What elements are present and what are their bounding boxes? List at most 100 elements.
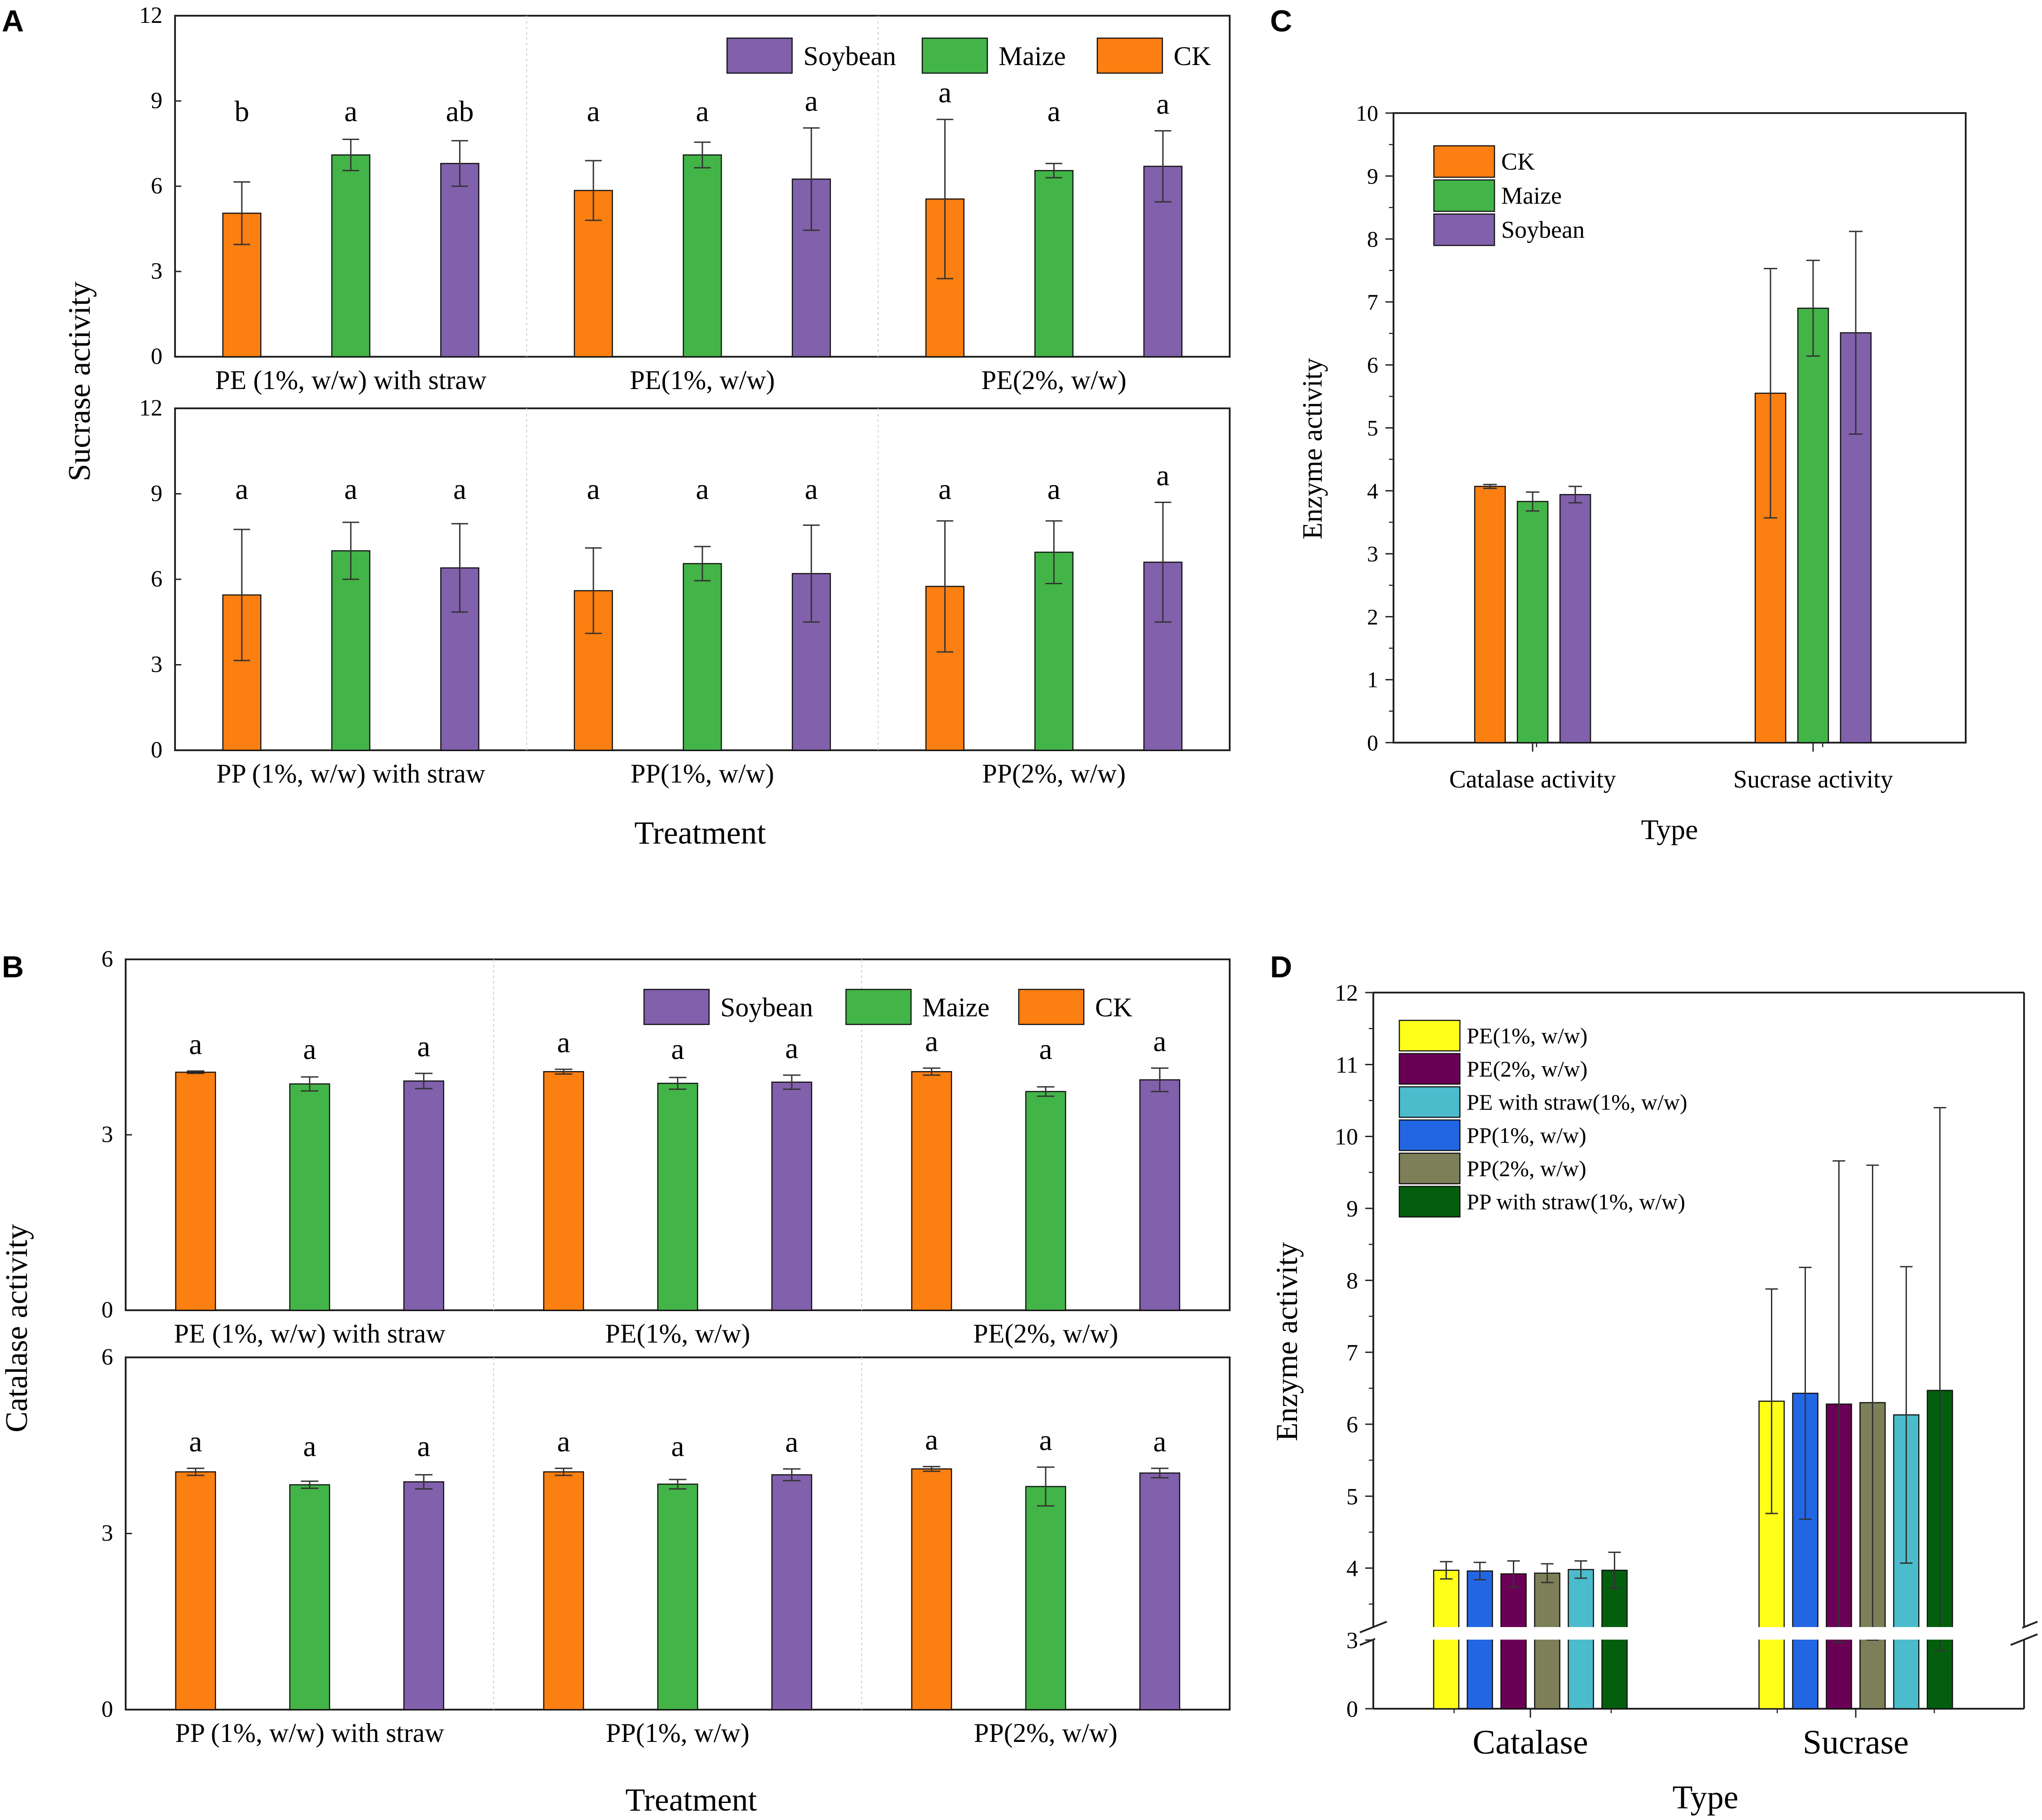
b-sub2-group-label: PP(1%, w/w): [606, 1718, 749, 1748]
c-y-tick-label: 7: [1367, 289, 1378, 315]
a-sub2-bar-maize: [1034, 551, 1074, 751]
a-sub1-bar-maize: [331, 154, 371, 358]
b-legend-swatch-maize: [845, 989, 912, 1025]
d-bar-pp-1-w-w: [1467, 1570, 1493, 1710]
b-sub2-group-label: PP (1%, w/w) with straw: [175, 1718, 444, 1748]
d-y-tick-label: 11: [1336, 1052, 1358, 1078]
d-y-tick-label: 5: [1346, 1484, 1358, 1509]
a-sub1-y-tick-label: 6: [151, 173, 162, 199]
a-legend-label-maize: Maize: [999, 41, 1066, 71]
d-y-tick-label: 8: [1346, 1268, 1358, 1294]
c-y-tick-label: 6: [1367, 352, 1378, 377]
b-sub1-significance-letter: a: [925, 1025, 938, 1058]
c-x-axis-title: Type: [1641, 814, 1698, 845]
c-y-tick-label: 4: [1367, 478, 1378, 503]
a-sub2-group-label: PP(1%, w/w): [631, 759, 774, 788]
a-sub2-y-tick-label: 9: [151, 481, 162, 507]
d-y-axis-title: Enzyme activity: [1270, 1242, 1304, 1441]
c-legend-label-ck: CK: [1501, 148, 1535, 175]
a-sub1-group-label: PE(1%, w/w): [630, 365, 775, 395]
b-sub2-significance-letter: a: [557, 1425, 570, 1458]
a-sub2-group-label: PP(2%, w/w): [982, 759, 1126, 788]
a-sub2-significance-letter: a: [453, 473, 466, 506]
a-sub1-significance-letter: a: [344, 95, 357, 128]
b-sub2-bar-soybean: [1139, 1472, 1180, 1711]
d-legend-label-pp-1-w-w: PP(1%, w/w): [1467, 1123, 1586, 1148]
b-sub2-significance-letter: a: [1153, 1425, 1166, 1458]
c-legend-swatch-ck: [1433, 145, 1495, 178]
a-sub1-group-label: PE(2%, w/w): [982, 365, 1126, 395]
c-bar-maize: [1797, 307, 1829, 744]
b-sub1-bar-ck: [911, 1071, 952, 1311]
d-bar-pe-2-w-w: [1500, 1573, 1527, 1710]
b-sub2-significance-letter: a: [303, 1430, 316, 1463]
a-sub2-group-label: PP (1%, w/w) with straw: [216, 759, 486, 788]
b-sub1-bar-ck: [175, 1072, 216, 1311]
a-sub2-significance-letter: a: [1047, 473, 1060, 506]
b-sub1-bar-soybean: [771, 1081, 812, 1311]
a-sub1-bar-maize: [683, 154, 722, 358]
a-sub1-significance-letter: a: [938, 76, 951, 109]
b-legend-label-soybean: Soybean: [720, 993, 813, 1022]
b-sub1-y-tick-label: 6: [101, 946, 113, 972]
b-sub2-bar-soybean: [403, 1481, 444, 1711]
a-legend-swatch-soybean: [726, 37, 793, 74]
a-sub2-significance-letter: a: [235, 473, 248, 506]
b-sub1-group-label: PE (1%, w/w) with straw: [174, 1319, 446, 1348]
b-sub1-bar-ck: [543, 1071, 584, 1311]
d-y-tick-label: 3: [1346, 1628, 1358, 1654]
c-legend-label-soybean: Soybean: [1501, 216, 1585, 243]
c-y-tick-label: 5: [1367, 416, 1378, 441]
c-y-tick-label: 3: [1367, 541, 1378, 566]
b-sub2-bar-maize: [1025, 1486, 1066, 1711]
a-sub1-y-tick-label: 3: [151, 258, 162, 284]
c-y-tick-label: 1: [1367, 667, 1378, 692]
b-sub1-significance-letter: a: [671, 1033, 684, 1066]
b-sub1-bar-soybean: [403, 1080, 444, 1311]
c-y-tick-label: 10: [1356, 101, 1378, 126]
panel-label-c: C: [1270, 4, 1292, 38]
a-sub2-significance-letter: a: [587, 473, 600, 506]
b-sub2-significance-letter: a: [925, 1423, 938, 1456]
d-bar-pp-2-w-w: [1534, 1572, 1560, 1710]
b-sub2-y-tick-label: 6: [101, 1344, 113, 1370]
b-sub1-group-label: PE(1%, w/w): [605, 1319, 750, 1348]
b-sub1-bar-soybean: [1139, 1079, 1180, 1311]
b-sub2-y-tick-label: 3: [101, 1521, 113, 1546]
b-sub2-significance-letter: a: [785, 1426, 798, 1459]
b-y-axis-title: Catalase activity: [0, 1224, 34, 1433]
b-sub2-y-tick-label: 0: [101, 1697, 113, 1722]
b-sub1-y-tick-label: 3: [101, 1122, 113, 1147]
a-sub1-significance-letter: a: [1047, 95, 1060, 128]
d-x-axis-title: Type: [1673, 1779, 1739, 1816]
a-sub2-significance-letter: a: [938, 473, 951, 506]
c-legend-label-maize: Maize: [1501, 182, 1562, 209]
b-legend-swatch-ck: [1018, 989, 1085, 1025]
b-sub2-bar-ck: [175, 1471, 216, 1711]
b-legend-label-ck: CK: [1095, 993, 1132, 1022]
a-sub1-significance-letter: a: [696, 95, 709, 128]
d-axis-break-mark: [1359, 1621, 1387, 1633]
d-legend-swatch-pe-2-w-w: [1398, 1053, 1461, 1085]
b-sub1-significance-letter: a: [417, 1030, 430, 1063]
b-legend-label-maize: Maize: [922, 993, 990, 1022]
d-legend-swatch-pp-2-w-w: [1398, 1152, 1461, 1185]
c-y-tick-label: 2: [1367, 604, 1378, 629]
a-sub1-group-label: PE (1%, w/w) with straw: [215, 365, 487, 395]
c-bar-ck: [1474, 486, 1506, 744]
b-sub1-significance-letter: a: [785, 1032, 798, 1065]
d-y-tick-label: 6: [1346, 1412, 1358, 1438]
d-y-tick-label: 12: [1335, 980, 1358, 1006]
d-axis-break-gap: [1375, 1627, 2022, 1640]
d-y-tick-label: 0: [1346, 1697, 1358, 1722]
d-legend-swatch-pp-1-w-w: [1398, 1119, 1461, 1151]
a-sub2-significance-letter: a: [1157, 459, 1170, 492]
b-sub1-bar-maize: [1025, 1091, 1066, 1311]
b-sub2-significance-letter: a: [417, 1430, 430, 1463]
panel-label-b: B: [2, 950, 24, 984]
b-sub2-bar-maize: [657, 1483, 698, 1711]
a-sub1-significance-letter: a: [805, 85, 818, 118]
d-legend-label-pe-2-w-w: PE(2%, w/w): [1467, 1056, 1587, 1081]
